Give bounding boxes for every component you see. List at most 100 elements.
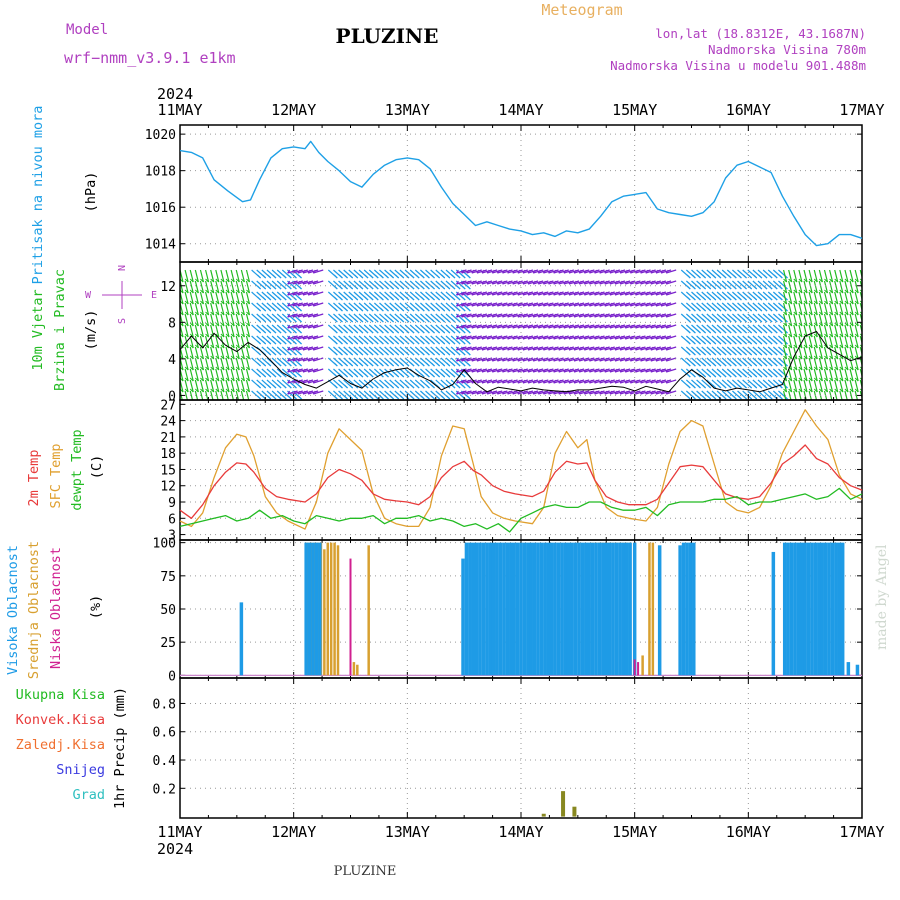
y-tick-label: 4 [168, 353, 176, 368]
wind-barb-flag [594, 291, 597, 296]
wind-barb [225, 335, 230, 349]
wind-barb-flag [655, 390, 659, 395]
wind-barb-flag [594, 324, 597, 329]
wind-barb-flag [803, 366, 808, 371]
wind-barb-flag [753, 395, 758, 400]
wind-barb-flag [282, 351, 287, 356]
wind-barb [630, 313, 641, 318]
wind-barb-flag [359, 329, 364, 334]
wind-barb-flag [210, 300, 215, 305]
wind-barb-flag [645, 379, 649, 384]
wind-barb [313, 313, 324, 318]
wind-barb-flag [537, 280, 541, 285]
wind-barb [517, 390, 528, 395]
wind-barb-flag [573, 324, 577, 329]
wind-barb-flag [312, 390, 316, 395]
wind-barb [466, 368, 477, 373]
wind-barb-flag [692, 340, 696, 345]
wind-barb [297, 324, 309, 329]
wind-barb [782, 313, 788, 327]
wind-barb [215, 346, 220, 360]
wind-barb [793, 324, 798, 338]
wind-barb-flag [431, 318, 435, 323]
wind-barb [512, 335, 523, 340]
wind-barb-flag [793, 388, 798, 393]
wind-barb [650, 324, 661, 329]
wind-barb-flag [282, 373, 287, 378]
wind-barb-flag [292, 291, 296, 296]
wind-barb [839, 280, 844, 294]
wind-barb-flag [287, 274, 292, 279]
high-cloud-bar [239, 602, 244, 676]
high-cloud-bar [692, 542, 696, 676]
wind-barb [492, 302, 503, 307]
wind-barb-flag [527, 357, 531, 362]
wind-barb [579, 357, 590, 362]
wind-barb-flag [287, 390, 291, 395]
wind-barb-flag [824, 278, 828, 283]
wind-barb-flag [788, 377, 793, 382]
wind-barb-flag [839, 278, 844, 283]
wind-barb-flag [640, 280, 643, 285]
wind-barb [568, 368, 580, 373]
wind-barb [660, 313, 672, 318]
wind-barb [823, 269, 829, 283]
wind-barb-flag [405, 318, 410, 323]
wind-barb-flag [431, 307, 435, 312]
wind-barb [655, 269, 667, 274]
wind-barb [630, 335, 641, 340]
wind-barb-flag [287, 329, 292, 334]
wind-barb [507, 390, 518, 395]
wind-barb-flag [768, 340, 773, 345]
wind-barb-flag [542, 302, 546, 307]
wind-barb [854, 368, 859, 382]
wind-barb [481, 313, 493, 318]
wind-barb-flag [312, 291, 316, 296]
wind-barb [660, 302, 672, 307]
wind-barb-flag [312, 324, 316, 329]
wind-barb-flag [466, 362, 471, 367]
wind-barb-flag [344, 395, 348, 400]
wind-barb-flag [297, 335, 301, 340]
wind-barb [573, 346, 585, 351]
wind-barb-flag [655, 302, 659, 307]
wind-barb [813, 335, 818, 349]
wind-barb [645, 280, 656, 285]
wind-barb [813, 346, 818, 360]
wind-barb-flag [558, 368, 562, 373]
wind-barb-flag [194, 377, 199, 382]
wind-barb-flag [599, 346, 603, 351]
wind-barb [604, 335, 615, 340]
wind-barb [497, 324, 508, 329]
wind-barb-flag [697, 362, 701, 367]
wind-barb-flag [277, 395, 282, 400]
wind-barb-flag [364, 362, 369, 367]
wind-barb-flag [722, 329, 727, 334]
wind-barb-flag [344, 340, 348, 345]
wind-barb-flag [542, 269, 546, 274]
high-cloud-bar [536, 542, 540, 676]
wind-barb-flag [287, 362, 292, 367]
wind-barb [793, 357, 798, 371]
mid-cloud-axis-title: Srednja Oblacnost [26, 541, 42, 679]
wind-barb [471, 379, 482, 384]
high-cloud-bar [314, 542, 319, 676]
wind-barb-flag [692, 307, 696, 312]
wind-barb [235, 335, 240, 349]
wind-barb-flag [466, 357, 470, 362]
wind-barb-flag [558, 269, 562, 274]
wind-barb [235, 379, 240, 393]
wind-barb [230, 390, 235, 400]
wind-barb [823, 368, 829, 382]
wind-barb [497, 313, 508, 318]
wind-barb [823, 302, 829, 316]
wind-barb-flag [400, 373, 405, 378]
wind-barb [655, 357, 667, 362]
wind-barb-flag [431, 296, 435, 301]
high-cloud-bar [556, 542, 561, 676]
wind-barb-flag [583, 269, 587, 274]
wind-barb-flag [257, 307, 261, 312]
wind-barb-flag [354, 373, 359, 378]
wind-barb-flag [400, 318, 405, 323]
wind-barb-flag [257, 340, 261, 345]
